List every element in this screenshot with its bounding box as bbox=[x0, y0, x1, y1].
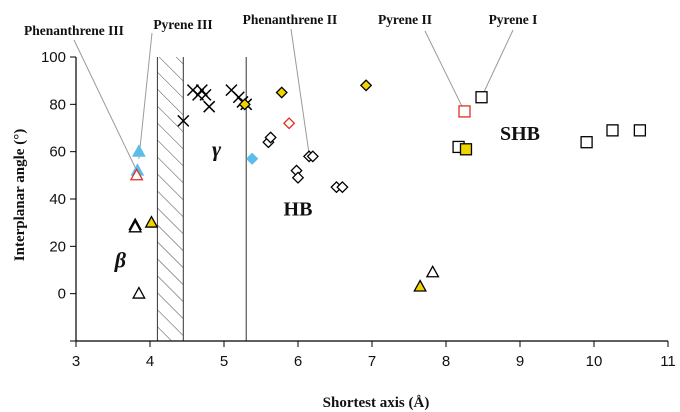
data-point-cross bbox=[177, 114, 190, 127]
x-tick-label: 6 bbox=[294, 353, 302, 370]
data-point-square bbox=[475, 91, 488, 104]
data-point-triangle bbox=[128, 220, 143, 233]
data-point-square bbox=[459, 143, 473, 156]
annotation-label: Phenanthrene II bbox=[243, 12, 338, 27]
x-tick-label: 3 bbox=[72, 353, 80, 370]
region-label: β bbox=[114, 248, 127, 273]
data-point-diamond bbox=[306, 150, 319, 163]
points-layer bbox=[128, 79, 647, 299]
annotation-label: Phenanthrene III bbox=[24, 23, 124, 38]
y-axis-title: Interplanar angle (°) bbox=[12, 129, 28, 261]
cross-stroke bbox=[203, 100, 216, 113]
annotation-label: Pyrene III bbox=[153, 17, 212, 32]
data-point-triangle bbox=[413, 279, 427, 292]
x-tick-label: 5 bbox=[220, 353, 228, 370]
data-point-square bbox=[458, 105, 471, 118]
axes-layer: 3 4 5 6 7 8 9 10 11 0 20 40 60 80 100 Shortest axis (Å)… bbox=[12, 49, 676, 411]
annotation-leader-line bbox=[481, 29, 514, 98]
data-point-triangle bbox=[129, 167, 144, 181]
data-point-diamond bbox=[275, 86, 288, 99]
data-point-diamond bbox=[359, 79, 373, 92]
region-label: γ bbox=[212, 136, 222, 161]
data-point-diamond bbox=[245, 152, 259, 165]
data-point-triangle bbox=[425, 264, 440, 278]
data-point-square bbox=[606, 124, 619, 137]
data-point-triangle bbox=[132, 144, 146, 157]
annotation-leader-line bbox=[424, 30, 465, 112]
y-tick-label: 100 bbox=[41, 49, 66, 66]
y-tick-label: 0 bbox=[58, 286, 66, 303]
y-tick-label: 80 bbox=[49, 96, 66, 113]
y-tick-label: 60 bbox=[49, 144, 66, 161]
y-tick-label: 20 bbox=[49, 238, 66, 255]
x-tick-label: 8 bbox=[442, 353, 450, 370]
annotation-leader-line bbox=[138, 32, 153, 159]
data-point-square bbox=[580, 136, 593, 149]
data-point-diamond bbox=[238, 98, 251, 111]
data-point-diamond bbox=[291, 171, 305, 184]
x-tick-label: 7 bbox=[368, 353, 376, 370]
x-axis-title: Shortest axis (Å) bbox=[323, 395, 430, 411]
cross-stroke bbox=[177, 114, 190, 127]
x-tick-label: 4 bbox=[146, 353, 154, 370]
x-tick-label: 10 bbox=[586, 353, 603, 370]
cross-stroke bbox=[199, 88, 212, 101]
region-label: HB bbox=[284, 199, 313, 221]
data-point-square bbox=[633, 124, 647, 137]
data-point-triangle bbox=[144, 215, 159, 228]
hatched-boundary-band bbox=[157, 57, 184, 341]
x-tick-label: 9 bbox=[516, 353, 524, 370]
x-tick-label: 11 bbox=[660, 353, 676, 370]
region-label: SHB bbox=[500, 123, 540, 145]
annotation-label: Pyrene I bbox=[489, 12, 538, 27]
annotation-layer: Phenanthrene III Pyrene III Phenanthrene I… bbox=[24, 12, 537, 171]
data-point-diamond bbox=[264, 131, 277, 144]
y-tick-label: 40 bbox=[49, 191, 66, 208]
data-point-triangle bbox=[132, 286, 146, 299]
annotation-leader-line bbox=[290, 28, 310, 155]
annotation-leader-line bbox=[73, 39, 138, 171]
data-point-cross bbox=[203, 100, 216, 113]
annotation-label: Pyrene II bbox=[378, 12, 432, 27]
data-point-cross bbox=[199, 88, 212, 101]
data-point-diamond bbox=[336, 181, 349, 194]
labels-layer: β γ HB SHB bbox=[114, 123, 540, 273]
data-point-diamond bbox=[282, 117, 296, 130]
cross-stroke bbox=[225, 84, 238, 97]
